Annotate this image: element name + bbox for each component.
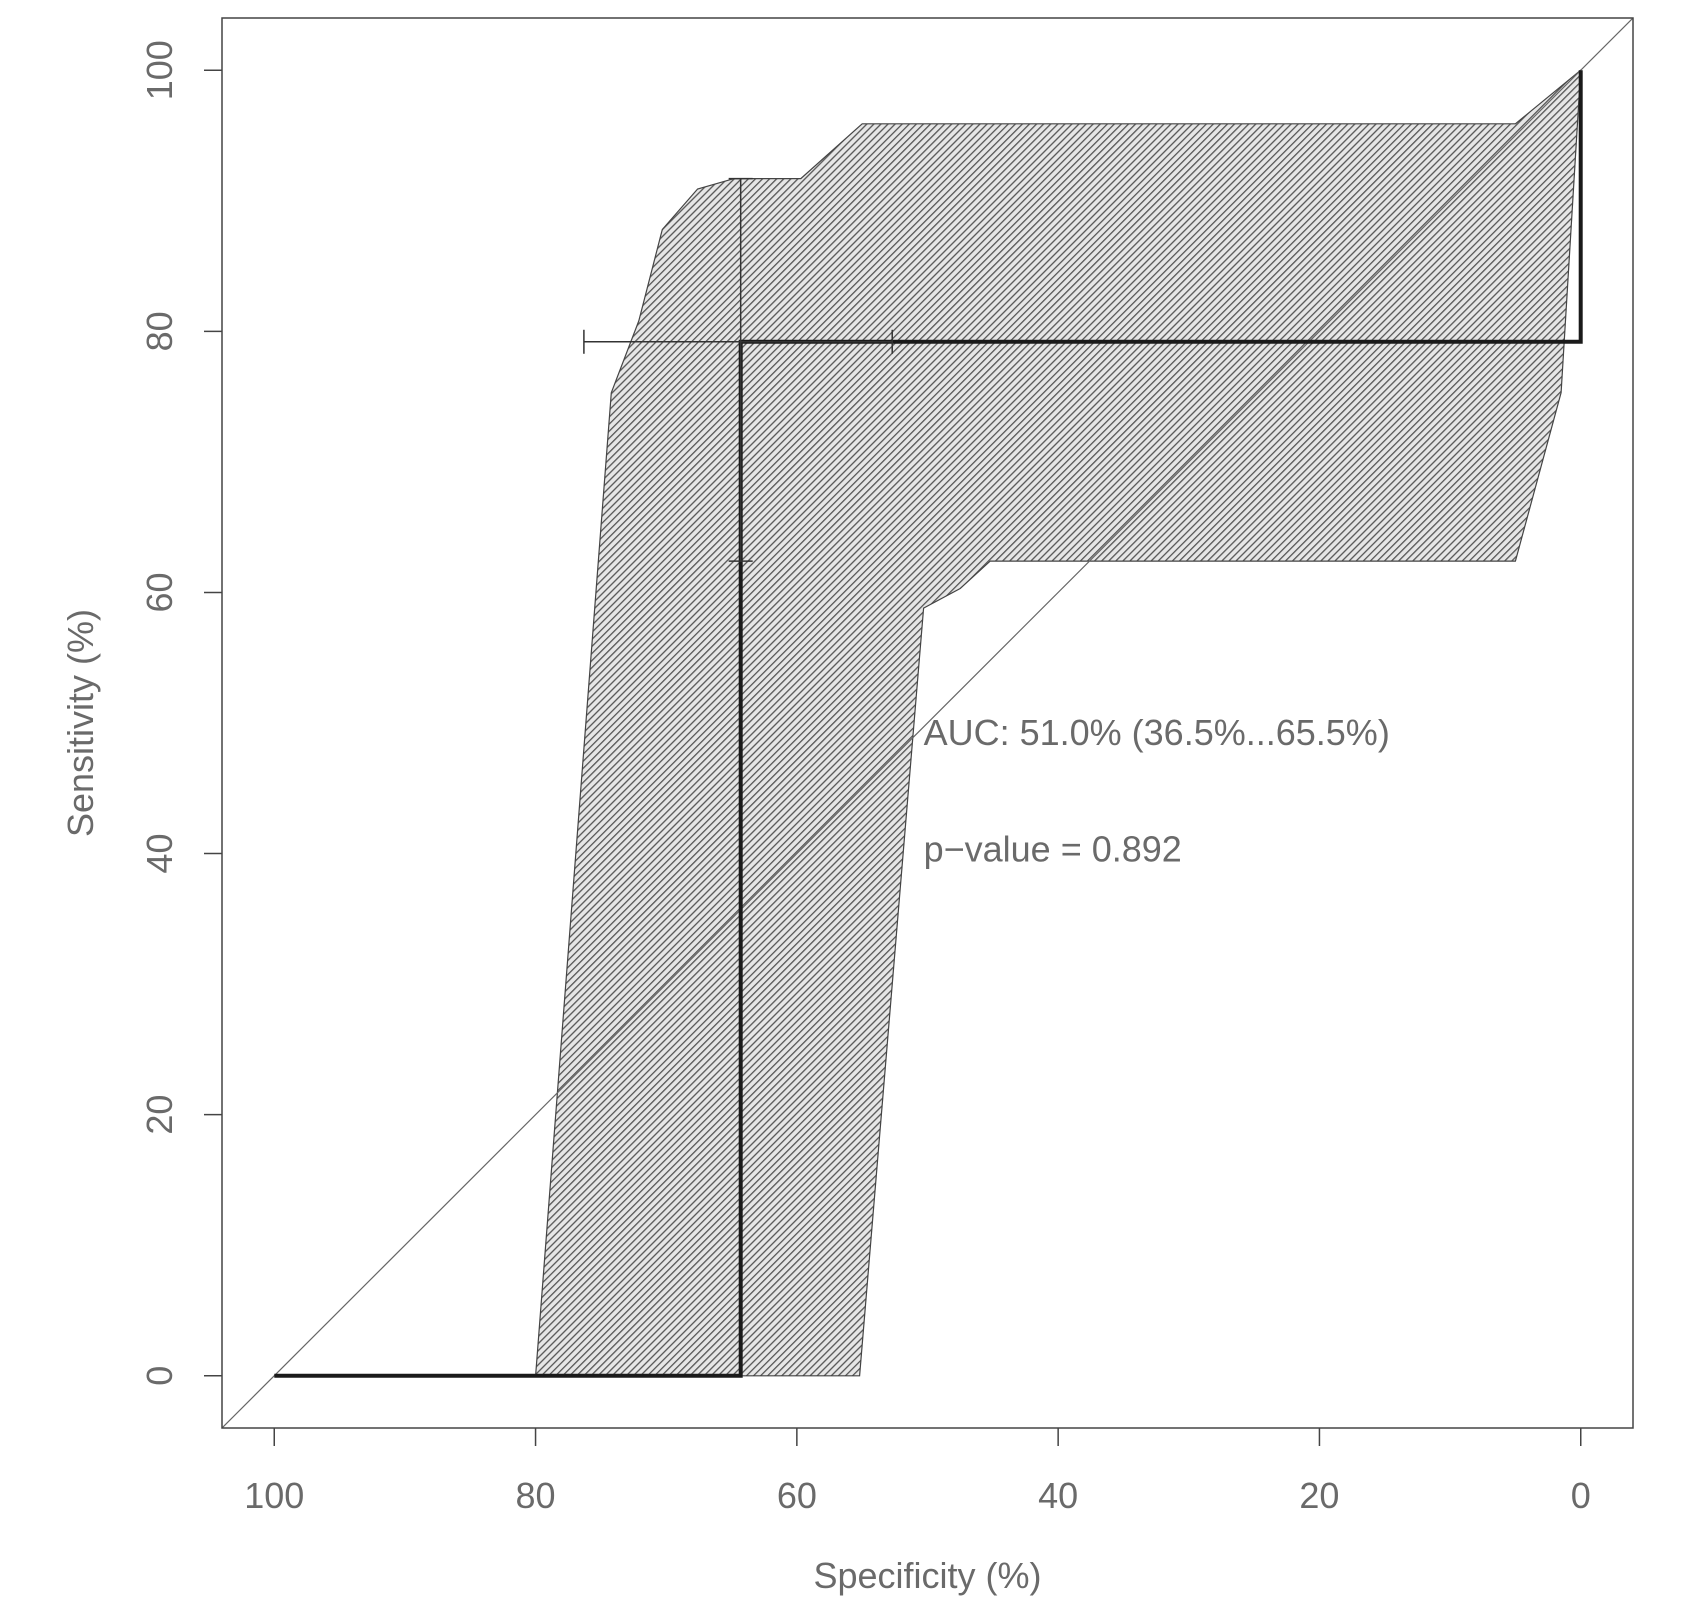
y-axis-title: Sensitivity (%) [60,609,101,837]
y-tick-label-60: 60 [139,572,180,612]
x-tick-label-40: 40 [1038,1475,1078,1516]
auc-annotation: AUC: 51.0% (36.5%...65.5%) [924,712,1390,753]
y-tick-label-20: 20 [139,1095,180,1135]
x-tick-label-60: 60 [777,1475,817,1516]
x-tick-label-80: 80 [516,1475,556,1516]
y-tick-label-0: 0 [139,1366,180,1386]
p-value-annotation: p−value = 0.892 [924,828,1182,869]
y-tick-label-40: 40 [139,834,180,874]
x-tick-label-20: 20 [1299,1475,1339,1516]
x-axis-title: Specificity (%) [813,1555,1041,1596]
x-tick-label-0: 0 [1571,1475,1591,1516]
y-tick-label-80: 80 [139,311,180,351]
y-tick-label-100: 100 [139,40,180,100]
x-tick-label-100: 100 [244,1475,304,1516]
